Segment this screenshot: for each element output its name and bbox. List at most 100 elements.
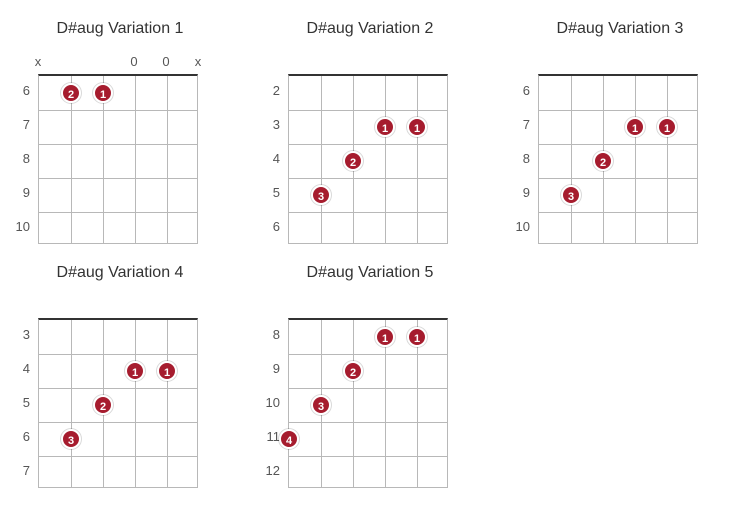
fret-line [39, 422, 197, 423]
fret-line [539, 212, 697, 213]
fret-line [39, 144, 197, 145]
string-line [135, 76, 136, 243]
fret-line [289, 144, 447, 145]
fret-label: 9 [260, 352, 288, 386]
fret-label: 8 [10, 142, 38, 176]
fret-label: 4 [10, 352, 38, 386]
string-line [385, 76, 386, 243]
fret-line [39, 354, 197, 355]
chord-title: D#aug Variation 4 [10, 264, 230, 282]
fret-label: 12 [260, 454, 288, 488]
finger-dot: 2 [593, 151, 613, 171]
fret-labels: 678910 [10, 52, 38, 244]
fret-label: 10 [10, 210, 38, 244]
fret-label: 6 [10, 74, 38, 108]
string-line [167, 320, 168, 487]
chord-grid: D#aug Variation 1678910x00x21D#aug Varia… [10, 20, 739, 488]
fret-label: 3 [260, 108, 288, 142]
finger-dot: 3 [311, 395, 331, 415]
chord-title: D#aug Variation 3 [510, 20, 730, 38]
fret-labels: 89101112 [260, 296, 288, 488]
string-line [417, 76, 418, 243]
top-markers [288, 52, 448, 74]
board-wrap: x00x21 [38, 52, 198, 244]
string-line [71, 320, 72, 487]
chord-title: D#aug Variation 1 [10, 20, 230, 38]
fret-label: 6 [260, 210, 288, 244]
chord-diagram: D#aug Variation 36789101123 [510, 20, 730, 244]
diagram-area: 678910x00x21 [10, 52, 230, 244]
fret-label: 6 [510, 74, 538, 108]
finger-dot: 1 [657, 117, 677, 137]
top-markers [538, 52, 698, 74]
top-marker: x [28, 54, 48, 69]
fret-label: 10 [260, 386, 288, 420]
top-marker: 0 [156, 54, 176, 69]
finger-dot: 2 [343, 361, 363, 381]
string-line [167, 76, 168, 243]
finger-dot: 1 [407, 327, 427, 347]
string-line [571, 76, 572, 243]
chord-diagram: D#aug Variation 4345671123 [10, 264, 230, 488]
finger-dot: 4 [279, 429, 299, 449]
fret-line [289, 110, 447, 111]
board-wrap: 11234 [288, 296, 448, 488]
finger-dot: 2 [61, 83, 81, 103]
chord-title: D#aug Variation 5 [260, 264, 480, 282]
fret-line [289, 388, 447, 389]
finger-dot: 1 [125, 361, 145, 381]
fretboard: 1123 [538, 74, 698, 244]
finger-dot: 3 [561, 185, 581, 205]
fret-label: 8 [510, 142, 538, 176]
finger-dot: 1 [407, 117, 427, 137]
chord-diagram: D#aug Variation 1678910x00x21 [10, 20, 230, 244]
chord-diagram: D#aug Variation 58910111211234 [260, 264, 480, 488]
fret-label: 4 [260, 142, 288, 176]
fret-label: 9 [10, 176, 38, 210]
fret-line [289, 354, 447, 355]
top-marker: x [188, 54, 208, 69]
fret-label: 7 [10, 108, 38, 142]
diagram-area: 234561123 [260, 52, 480, 244]
fret-label: 9 [510, 176, 538, 210]
fret-labels: 23456 [260, 52, 288, 244]
fretboard: 1123 [38, 318, 198, 488]
finger-dot: 3 [311, 185, 331, 205]
fret-label: 5 [260, 176, 288, 210]
fret-line [39, 456, 197, 457]
finger-dot: 3 [61, 429, 81, 449]
fretboard: 21 [38, 74, 198, 244]
fret-label: 2 [260, 74, 288, 108]
top-markers [288, 296, 448, 318]
fret-line [289, 178, 447, 179]
finger-dot: 1 [375, 327, 395, 347]
fret-line [539, 110, 697, 111]
finger-dot: 1 [625, 117, 645, 137]
finger-dot: 2 [343, 151, 363, 171]
top-markers: x00x [38, 52, 198, 74]
fret-line [39, 388, 197, 389]
fret-line [539, 178, 697, 179]
string-line [667, 76, 668, 243]
fret-label: 10 [510, 210, 538, 244]
board-wrap: 1123 [38, 296, 198, 488]
fret-label: 8 [260, 318, 288, 352]
fret-line [39, 178, 197, 179]
chord-title: D#aug Variation 2 [260, 20, 480, 38]
fret-label: 3 [10, 318, 38, 352]
fret-labels: 678910 [510, 52, 538, 244]
diagram-area: 8910111211234 [260, 296, 480, 488]
diagram-area: 345671123 [10, 296, 230, 488]
fret-line [39, 110, 197, 111]
finger-dot: 1 [93, 83, 113, 103]
fret-label: 5 [10, 386, 38, 420]
fret-label: 7 [10, 454, 38, 488]
top-markers [38, 296, 198, 318]
fretboard: 1123 [288, 74, 448, 244]
fret-line [39, 212, 197, 213]
chord-diagram: D#aug Variation 2234561123 [260, 20, 480, 244]
top-marker: 0 [124, 54, 144, 69]
fret-label: 7 [510, 108, 538, 142]
finger-dot: 2 [93, 395, 113, 415]
fret-line [289, 456, 447, 457]
